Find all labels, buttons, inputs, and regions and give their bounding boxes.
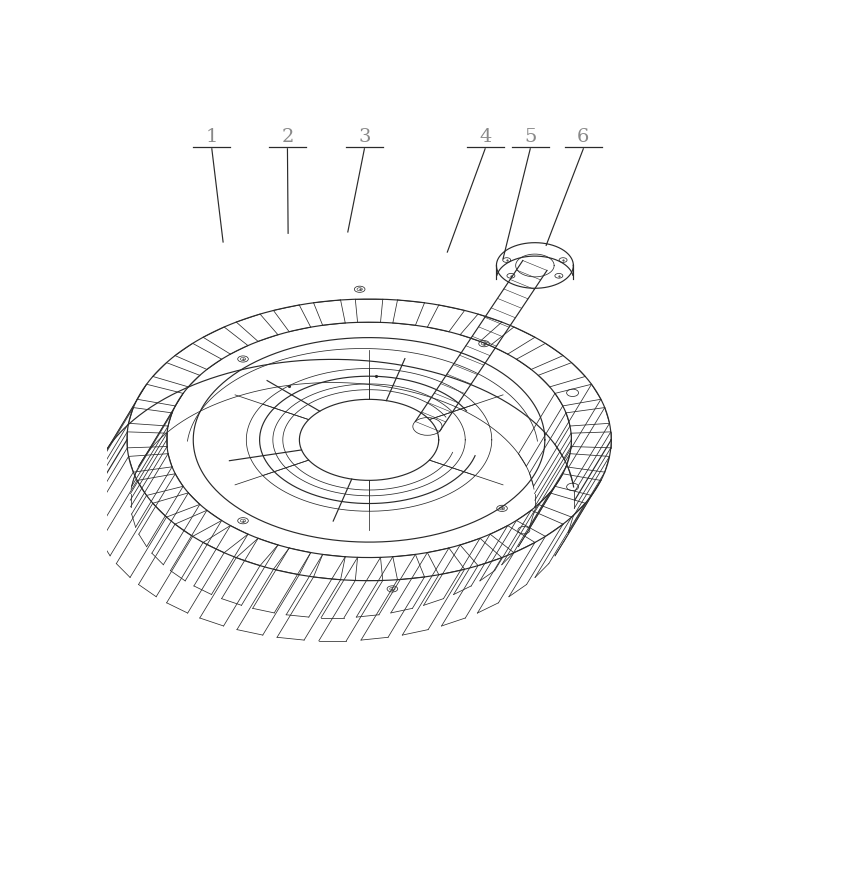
Text: 1: 1	[205, 128, 218, 145]
Text: 2: 2	[282, 128, 294, 145]
Text: 6: 6	[577, 128, 590, 145]
Text: 3: 3	[358, 128, 371, 145]
Text: 5: 5	[524, 128, 537, 145]
Text: 4: 4	[479, 128, 491, 145]
